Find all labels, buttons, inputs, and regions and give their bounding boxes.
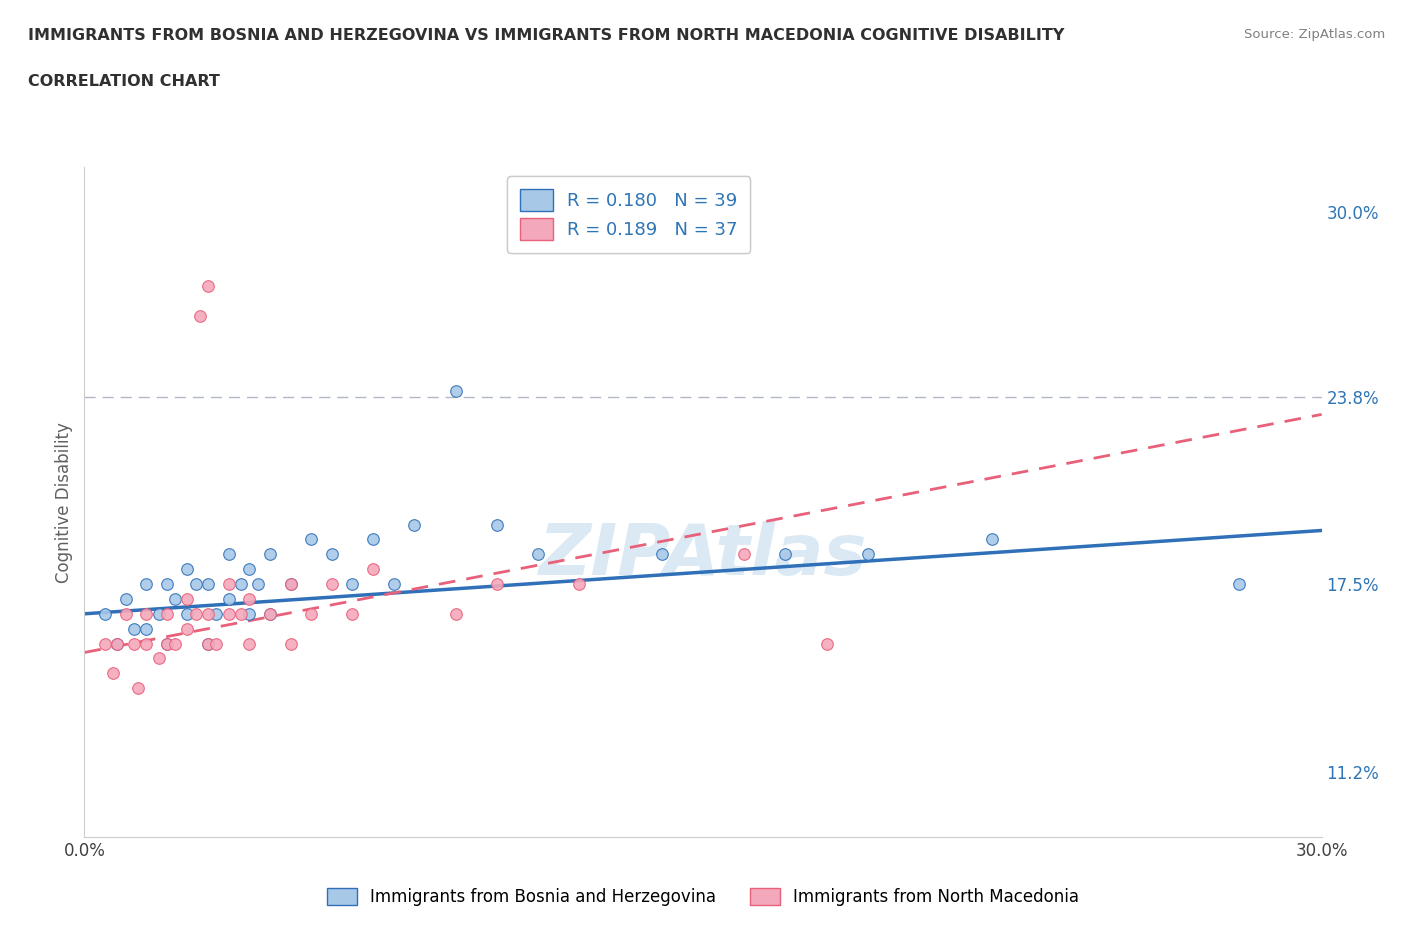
Point	[135, 636, 157, 651]
Point	[444, 383, 467, 398]
Point	[218, 591, 240, 606]
Point	[176, 621, 198, 636]
Text: ZIPAtlas: ZIPAtlas	[538, 522, 868, 591]
Point	[218, 547, 240, 562]
Point	[568, 577, 591, 591]
Point	[156, 577, 179, 591]
Point	[238, 606, 260, 621]
Point	[156, 606, 179, 621]
Point	[165, 636, 187, 651]
Legend: R = 0.180   N = 39, R = 0.189   N = 37: R = 0.180 N = 39, R = 0.189 N = 37	[508, 177, 751, 253]
Text: IMMIGRANTS FROM BOSNIA AND HERZEGOVINA VS IMMIGRANTS FROM NORTH MACEDONIA COGNIT: IMMIGRANTS FROM BOSNIA AND HERZEGOVINA V…	[28, 28, 1064, 43]
Point	[238, 562, 260, 577]
Point	[527, 547, 550, 562]
Y-axis label: Cognitive Disability: Cognitive Disability	[55, 422, 73, 582]
Point	[280, 577, 302, 591]
Point	[105, 636, 128, 651]
Point	[156, 636, 179, 651]
Point	[238, 636, 260, 651]
Point	[103, 666, 125, 681]
Point	[238, 591, 260, 606]
Point	[280, 636, 302, 651]
Point	[176, 562, 198, 577]
Point	[127, 681, 149, 696]
Point	[176, 606, 198, 621]
Point	[197, 636, 219, 651]
Point	[775, 547, 797, 562]
Point	[94, 636, 117, 651]
Point	[651, 547, 673, 562]
Point	[94, 606, 117, 621]
Point	[321, 547, 343, 562]
Point	[135, 606, 157, 621]
Point	[321, 577, 343, 591]
Point	[342, 606, 364, 621]
Point	[342, 577, 364, 591]
Point	[205, 636, 228, 651]
Legend: Immigrants from Bosnia and Herzegovina, Immigrants from North Macedonia: Immigrants from Bosnia and Herzegovina, …	[321, 881, 1085, 912]
Point	[733, 547, 755, 562]
Point	[197, 606, 219, 621]
Point	[280, 577, 302, 591]
Point	[105, 636, 128, 651]
Point	[188, 309, 211, 324]
Point	[218, 577, 240, 591]
Point	[485, 577, 508, 591]
Point	[114, 591, 136, 606]
Point	[148, 651, 170, 666]
Point	[218, 606, 240, 621]
Point	[815, 636, 838, 651]
Point	[197, 279, 219, 294]
Point	[361, 562, 384, 577]
Point	[1227, 577, 1250, 591]
Point	[229, 577, 252, 591]
Point	[165, 591, 187, 606]
Text: Source: ZipAtlas.com: Source: ZipAtlas.com	[1244, 28, 1385, 41]
Point	[114, 606, 136, 621]
Point	[197, 577, 219, 591]
Point	[156, 636, 179, 651]
Point	[259, 547, 281, 562]
Point	[135, 621, 157, 636]
Point	[299, 532, 322, 547]
Text: CORRELATION CHART: CORRELATION CHART	[28, 74, 219, 89]
Point	[856, 547, 879, 562]
Point	[122, 636, 145, 651]
Point	[259, 606, 281, 621]
Point	[122, 621, 145, 636]
Point	[246, 577, 269, 591]
Point	[148, 606, 170, 621]
Point	[980, 532, 1002, 547]
Point	[229, 606, 252, 621]
Point	[197, 636, 219, 651]
Point	[176, 591, 198, 606]
Point	[135, 577, 157, 591]
Point	[361, 532, 384, 547]
Point	[382, 577, 405, 591]
Point	[444, 606, 467, 621]
Point	[404, 517, 426, 532]
Point	[299, 606, 322, 621]
Point	[205, 606, 228, 621]
Point	[259, 606, 281, 621]
Point	[184, 577, 207, 591]
Point	[485, 517, 508, 532]
Point	[184, 606, 207, 621]
